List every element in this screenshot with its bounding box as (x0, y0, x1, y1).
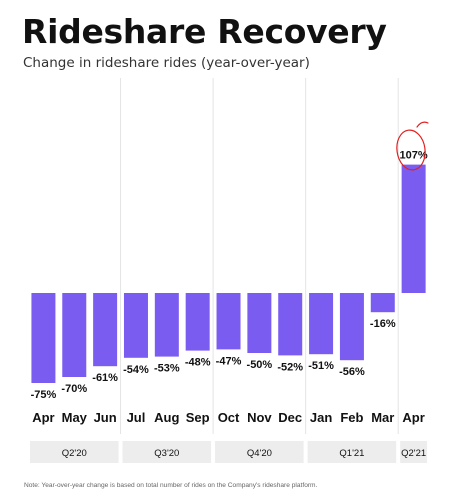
data-label: -51% (308, 360, 334, 372)
category-label: Jan (310, 410, 332, 425)
bar-nov-7 (247, 293, 272, 353)
data-label: -52% (277, 361, 303, 373)
bar-aug-4 (154, 293, 179, 357)
bar-jun-2 (93, 293, 118, 367)
data-label: -16% (370, 318, 396, 330)
category-label: May (62, 410, 88, 425)
data-label: -50% (247, 359, 273, 371)
quarter-band (122, 441, 212, 463)
quarter-label: Q4'20 (247, 448, 272, 459)
bar-oct-6 (216, 293, 241, 350)
data-label: -54% (123, 364, 149, 376)
category-label: Sep (186, 410, 210, 425)
quarter-band (400, 441, 428, 463)
quarter-label: Q2'20 (62, 448, 87, 459)
chart-title: Rideshare Recovery (22, 12, 387, 51)
category-labels: Apr May Jun Jul Aug Sep Oct Nov Dec Jan Feb Mar Apr (32, 410, 425, 425)
bar-mar-11 (370, 293, 395, 313)
data-label: -48% (185, 357, 211, 369)
category-label: Nov (247, 410, 272, 425)
bar-chart: -75% -70% -61% -54% -53% -48% -47% -50% -52% -51%… (30, 78, 429, 463)
category-label: Jun (94, 410, 117, 425)
bar-jul-3 (123, 293, 148, 358)
quarter-band (307, 441, 397, 463)
data-label: -70% (61, 383, 87, 395)
data-labels: -75% -70% -61% -54% -53% -48% -47% -50% -52% -51%… (31, 150, 428, 401)
hand-annotation (396, 121, 429, 171)
data-label: -61% (92, 372, 118, 384)
footnote: Note: Year-over-year change is based on … (24, 482, 318, 489)
category-label: Apr (32, 410, 54, 425)
quarter-bands: Q2'20 Q3'20 Q4'20 Q1'21 Q2'21 (30, 441, 428, 463)
annotation-circle (396, 129, 426, 171)
data-label: -53% (154, 363, 180, 375)
category-label: Feb (340, 410, 363, 425)
category-label: Mar (371, 410, 394, 425)
quarter-band (215, 441, 304, 463)
category-label: Oct (218, 410, 240, 425)
data-label: -47% (216, 355, 242, 367)
quarter-band (30, 441, 119, 463)
bars (31, 164, 426, 383)
data-label: -56% (339, 366, 365, 378)
chart-subtitle: Change in rideshare rides (year-over-yea… (23, 55, 310, 71)
bar-dec-8 (278, 293, 303, 356)
bar-apr-12 (401, 164, 426, 293)
data-label: 107% (400, 150, 428, 162)
bar-may-1 (62, 293, 87, 377)
category-label: Aug (154, 410, 179, 425)
data-label: -75% (31, 389, 57, 401)
annotation-tick (416, 121, 429, 128)
category-label: Jul (127, 410, 146, 425)
category-label: Dec (278, 410, 302, 425)
quarter-label: Q2'21 (401, 448, 426, 459)
quarter-dividers (120, 78, 399, 434)
category-label: Apr (402, 410, 424, 425)
bar-sep-5 (185, 293, 210, 351)
bar-feb-10 (339, 293, 364, 361)
bar-jan-9 (309, 293, 334, 355)
bar-apr-0 (31, 293, 56, 383)
quarter-label: Q1'21 (339, 448, 364, 459)
quarter-label: Q3'20 (154, 448, 179, 459)
